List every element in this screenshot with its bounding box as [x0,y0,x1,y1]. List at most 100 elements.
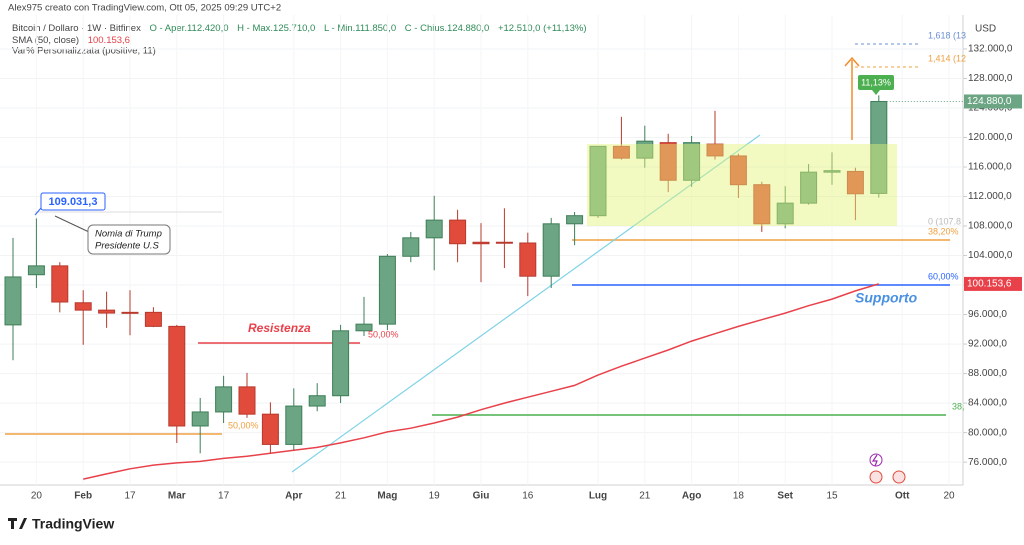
change-badge [858,75,894,90]
candle-body [308,395,326,407]
sma-value: 100.153,6 [88,35,130,46]
resistance-label: Resistenza [248,321,311,335]
candle-body [636,140,654,159]
candle-body [121,311,139,314]
x-tick-label: 20 [31,491,43,502]
change-label: 11,13% [861,77,891,87]
x-tick-label: Mar [168,491,186,502]
note-pointer [54,215,90,233]
x-tick-label: 15 [826,491,838,502]
y-tick-label: 92.000,0 [968,339,1007,350]
symbol-legend: Bitcoin / Dollaro · 1W · Bitfinex O - Ap… [12,23,587,34]
x-tick-label: 18 [733,491,745,502]
y-tick-label: 128.000,0 [968,73,1013,84]
last-price-box [964,94,1022,109]
x-tick-label: 17 [218,491,230,502]
y-tick-label: 76.000,0 [968,457,1007,468]
price-callout [40,192,106,211]
ohlc: C - Chius.124.880,0 [405,23,490,34]
candle-body [846,170,864,195]
candle-body [542,223,560,277]
candle-body [753,184,771,225]
candle-body [285,405,303,445]
candle-body [27,265,45,276]
x-tick-label: Lug [589,491,607,502]
candle-body [238,386,256,415]
candle-body [729,155,747,186]
ohlc: +12.510,0 (+11,13%) [498,23,587,34]
candle-body [191,411,209,427]
candle-body [355,323,373,332]
event-icon[interactable] [892,470,906,484]
candle-body [566,215,584,225]
x-tick-label: Apr [285,491,302,502]
fib-label: 38, [952,401,965,411]
ohlc: H - Max.125.710,0 [237,23,315,34]
x-tick-label: 17 [124,491,136,502]
candle-body [425,219,443,239]
candle-body [683,142,701,181]
candle-body [659,142,677,181]
candle-body [870,100,888,194]
candle-body [519,242,537,277]
x-tick-label: Ago [682,491,701,502]
indicator-legend: Var% Personalizzata (positive, 11) [12,46,156,57]
x-tick-label: 20 [943,491,955,502]
event-icon[interactable] [869,470,883,484]
x-tick-label: Mag [377,491,397,502]
candle-body [776,202,794,225]
y-tick-label: 88.000,0 [968,368,1007,379]
y-tick-label: 108.000,0 [968,221,1013,232]
fib-label: 1,414 (12 [928,53,966,63]
logo-text: TradingView [32,516,114,532]
x-tick-label: 21 [639,491,651,502]
event-icon-glyph [871,454,878,467]
logo-mark [8,518,27,529]
y-tick-label: 104.000,0 [968,250,1013,261]
candle-body [449,219,467,245]
arrow-head [844,56,860,67]
note-text: Presidente U.S [95,241,160,252]
candle-body [706,143,724,157]
y-tick-label: 112.000,0 [968,191,1012,202]
candle-body [168,325,186,427]
fib-label: 38,20% [928,226,959,236]
x-tick-label: 16 [522,491,534,502]
candle-body [589,145,607,217]
sma-name: SMA (50, close) [12,35,79,46]
ohlc: L - Min.111.850,0 [324,23,396,34]
note-text: Nomia di Trump [95,229,162,240]
fib-label: 50,00% [228,420,259,430]
note-box [87,224,171,255]
plot [4,95,888,480]
symbol: Bitcoin / Dollaro · 1W · Bitfinex [12,23,141,34]
x-tick-label: Feb [74,491,92,502]
candle-body [261,413,279,445]
ohlc: O - Aper.112.420,0 [149,23,228,34]
candle-body [800,171,818,204]
candle-body [144,311,162,327]
x-tick-label: 19 [429,491,441,502]
x-tick-label: Set [777,491,793,502]
candle-body [74,302,92,311]
credit: Alex975 creato con TradingView.com, Ott … [8,3,281,14]
fib-label: 0 (107.8 [928,216,961,226]
y-tick-label: 80.000,0 [968,427,1007,438]
candle-body [98,309,116,314]
range-box [587,144,897,226]
event-icon[interactable] [869,453,883,467]
candle-body [495,241,513,244]
fib-label: 50,00% [368,329,399,339]
candle-body [612,145,630,159]
last-price-label: 124.880,0 [967,96,1012,107]
x-tick-label: Giu [473,491,490,502]
y-tick-label: 96.000,0 [968,309,1007,320]
sma-legend: SMA (50, close) 100.153,6 [12,35,130,46]
candle-body [51,265,69,303]
fib-label: 60,00% [928,271,959,281]
y-tick-label: 120.000,0 [968,132,1013,143]
candle-body [332,330,350,397]
y-tick-label: 116.000,0 [968,162,1012,173]
badge-pointer [872,90,880,95]
